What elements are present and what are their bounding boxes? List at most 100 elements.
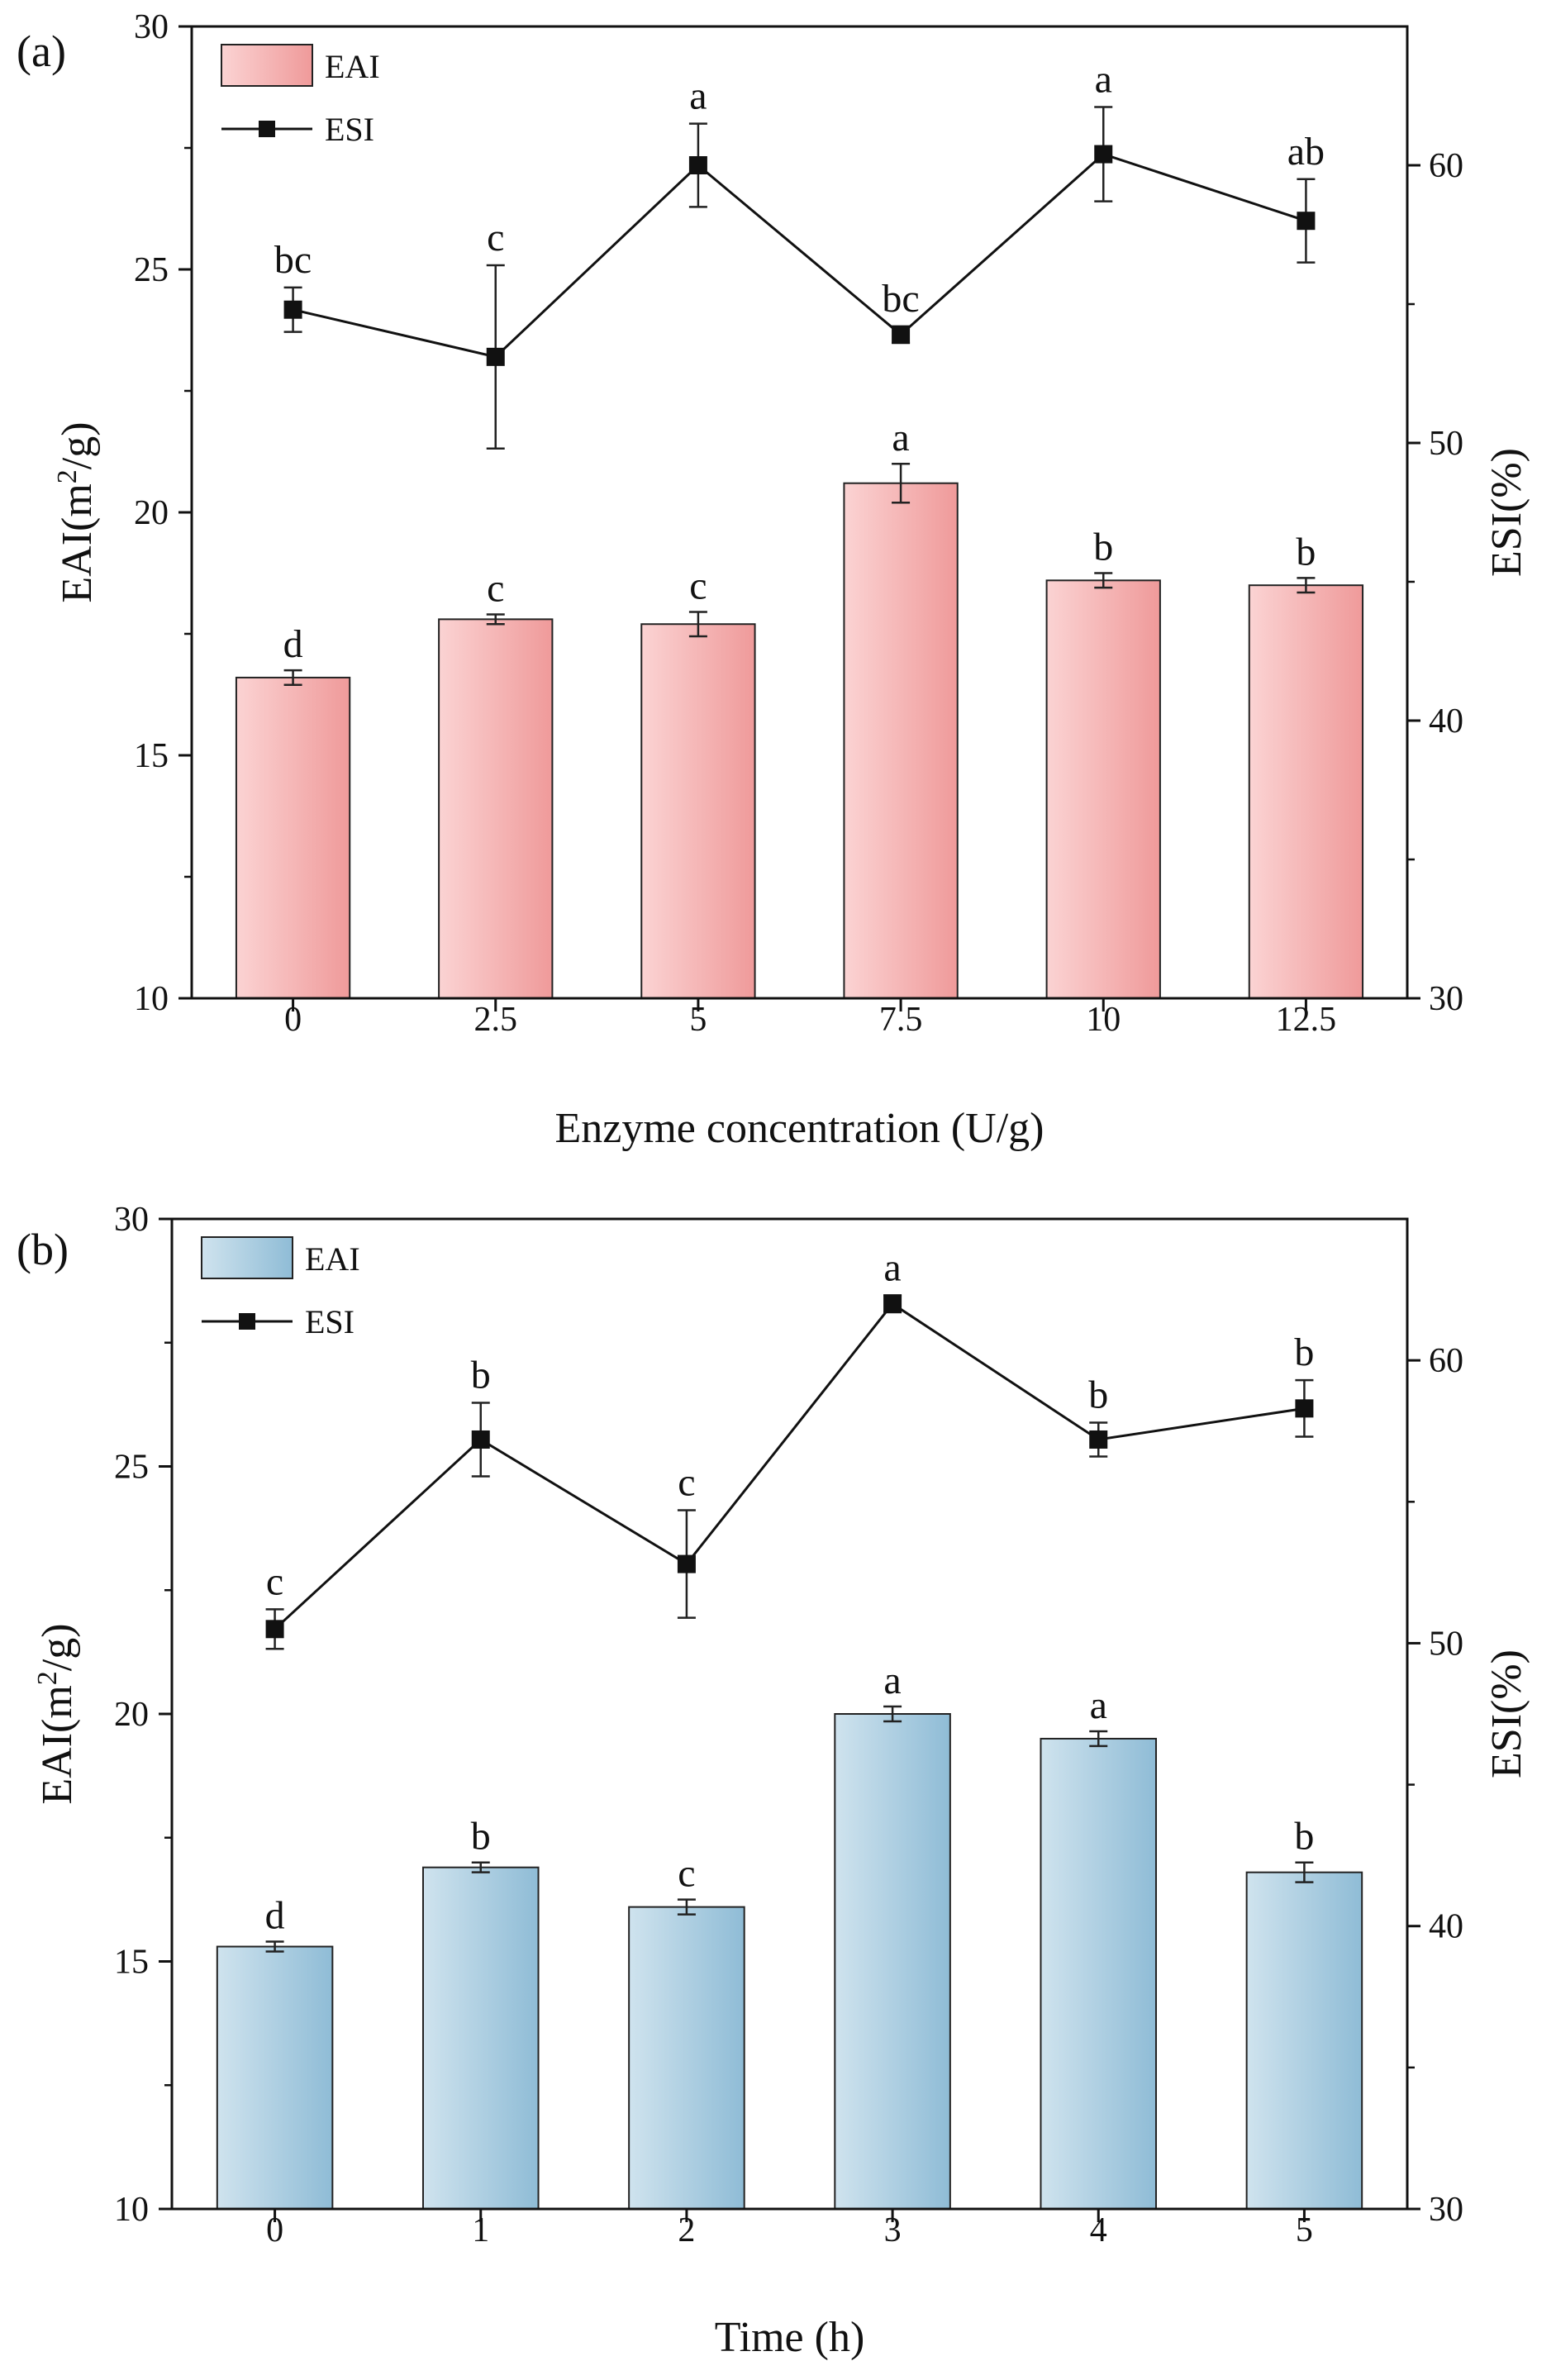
eai-error-bar	[471, 1861, 490, 1873]
right-y-tick-label: 30	[1429, 2191, 1463, 2229]
x-tick-label: 7.5	[879, 1001, 923, 1039]
eai-significance-letter: b	[471, 1815, 491, 1859]
esi-marker	[1295, 1399, 1314, 1418]
x-tick-label: 3	[884, 2211, 902, 2249]
x-tick-label: 10	[1086, 1001, 1121, 1039]
legend-swatch-eai	[201, 1236, 293, 1279]
legend: EAI ESI	[201, 1236, 360, 1340]
right-y-tick-label: 40	[1429, 702, 1463, 740]
left-y-tick-label: 30	[114, 1201, 149, 1239]
esi-marker	[1297, 212, 1316, 231]
esi-marker	[283, 300, 302, 319]
legend-swatch-eai	[221, 44, 313, 87]
x-tick-label: 0	[266, 2211, 283, 2249]
eai-bars	[216, 1705, 1363, 2211]
left-y-tick-label: 15	[114, 1944, 149, 1982]
eai-error-bar	[486, 613, 505, 626]
eai-significance-letter: c	[689, 564, 707, 608]
eai-significance-letter: b	[1093, 526, 1113, 569]
eai-bar	[628, 1906, 745, 2211]
esi-significance-letter: a	[1095, 57, 1112, 101]
x-axis-title: Enzyme concentration (U/g)	[555, 1105, 1044, 1152]
x-tick-label: 2.5	[474, 1001, 518, 1039]
eai-error-bar	[283, 669, 302, 686]
esi-marker	[677, 1554, 696, 1573]
esi-significance-letter: a	[883, 1245, 901, 1289]
right-y-axis-title: ESI(%)	[1483, 1649, 1530, 1778]
eai-bar	[843, 482, 959, 999]
x-tick-label: 0	[284, 1001, 302, 1039]
eai-bar	[1040, 1737, 1158, 2210]
eai-error-bar	[883, 1705, 902, 1723]
panel-b: d b c a a b c b c a b b 10 15 20 25 30 30 40 50 60 0 1 2 3 4 5 Time…	[17, 1201, 1530, 2361]
esi-marker	[265, 1620, 284, 1639]
eai-significance-letter: b	[1294, 1815, 1314, 1859]
esi-significance-letter: bc	[274, 238, 312, 282]
panel-label: (a)	[17, 26, 66, 76]
left-y-tick-label: 15	[134, 737, 169, 775]
eai-significance-letter: a	[883, 1659, 901, 1702]
left-y-tick-label: 20	[134, 494, 169, 532]
esi-marker	[471, 1430, 490, 1449]
x-tick-label: 12.5	[1276, 1001, 1337, 1039]
eai-bar	[834, 1713, 951, 2210]
esi-significance-letter: b	[1088, 1373, 1108, 1416]
esi-marker	[688, 156, 707, 174]
eai-bars	[235, 462, 1364, 999]
eai-significance-letter: c	[678, 1852, 695, 1896]
eai-bar	[640, 623, 756, 999]
x-tick-label: 4	[1090, 2211, 1107, 2249]
eai-bar	[235, 676, 351, 999]
x-tick-label: 1	[472, 2211, 489, 2249]
plot-frame	[190, 25, 1409, 1000]
eai-error-bar	[265, 1940, 284, 1953]
eai-bar	[1045, 579, 1161, 999]
left-y-tick-label: 10	[134, 980, 169, 1018]
esi-marker	[892, 325, 911, 344]
esi-marker	[1094, 145, 1113, 164]
eai-bar	[1248, 584, 1364, 999]
left-y-axis-title: EAI(m2/g)	[52, 421, 101, 602]
esi-marker	[1089, 1430, 1108, 1449]
legend-marker-esi	[259, 121, 275, 137]
right-y-tick-label: 50	[1429, 1625, 1463, 1663]
right-y-tick-label: 60	[1429, 1342, 1463, 1380]
x-axis-title: Time (h)	[715, 2314, 865, 2361]
left-y-tick-label: 30	[134, 8, 169, 46]
eai-bar	[216, 1945, 334, 2211]
legend-label-esi: ESI	[325, 111, 374, 148]
eai-error-bar	[1094, 572, 1113, 589]
eai-error-bar	[1297, 577, 1316, 594]
right-y-tick-label: 60	[1429, 147, 1463, 185]
x-tick-label: 2	[678, 2211, 695, 2249]
right-y-tick-label: 30	[1429, 980, 1463, 1018]
x-tick-label: 5	[689, 1001, 707, 1039]
esi-line	[274, 1302, 1305, 1630]
eai-significance-letter: b	[1296, 530, 1316, 574]
eai-error-bar	[677, 1898, 696, 1916]
esi-marker	[883, 1294, 902, 1313]
esi-significance-letter: b	[1294, 1330, 1314, 1374]
eai-bar	[421, 1866, 540, 2210]
esi-significance-letter: c	[487, 216, 504, 259]
left-y-axis-title: EAI(m2/g)	[32, 1623, 81, 1804]
eai-significance-letter: c	[487, 566, 504, 610]
left-y-tick-label: 20	[114, 1696, 149, 1734]
right-y-axis-title: ESI(%)	[1483, 448, 1530, 577]
eai-significance-letter: a	[892, 416, 909, 459]
eai-error-bar	[892, 462, 911, 504]
x-tick-label: 5	[1296, 2211, 1313, 2249]
right-y-tick-label: 50	[1429, 425, 1463, 463]
eai-significance-letter: d	[265, 1894, 285, 1938]
esi-significance-letter: c	[678, 1461, 695, 1505]
legend-label-esi: ESI	[305, 1303, 355, 1340]
right-y-tick-label: 40	[1429, 1908, 1463, 1946]
eai-significance-letter: a	[1090, 1683, 1107, 1727]
left-y-tick-label: 25	[114, 1449, 149, 1487]
eai-significance-letter: d	[283, 622, 303, 666]
eai-bar	[438, 618, 554, 999]
panel-label: (b)	[17, 1225, 69, 1274]
eai-bar	[1245, 1871, 1363, 2210]
